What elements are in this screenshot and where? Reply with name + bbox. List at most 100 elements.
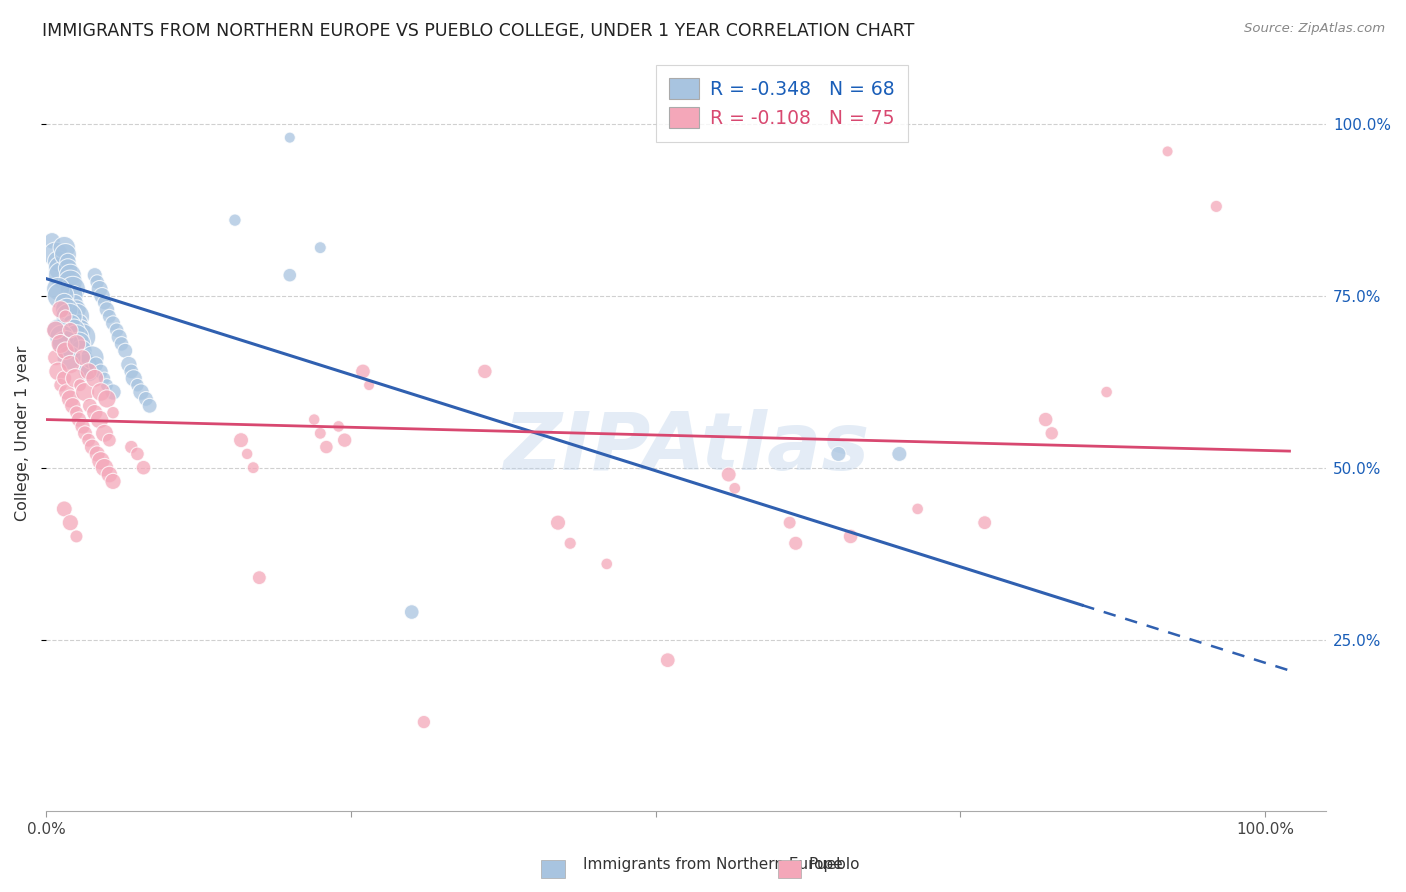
Point — [717, 467, 740, 482]
Point — [79, 399, 101, 413]
Point — [108, 330, 131, 344]
Point — [67, 316, 90, 330]
Point — [309, 241, 332, 255]
Point — [412, 714, 434, 729]
Point — [49, 261, 72, 276]
Point — [65, 529, 87, 543]
Point — [55, 247, 77, 261]
Point — [114, 343, 136, 358]
Point — [83, 406, 105, 420]
Point — [889, 447, 911, 461]
Point — [101, 475, 124, 489]
Point — [72, 419, 94, 434]
Point — [474, 364, 496, 378]
Point — [1035, 412, 1057, 426]
Point — [82, 351, 104, 365]
Point — [101, 316, 124, 330]
Point — [315, 440, 337, 454]
Point — [129, 385, 152, 400]
Point — [83, 268, 105, 282]
Point — [236, 447, 259, 461]
Point — [84, 358, 107, 372]
Point — [93, 426, 115, 441]
Point — [53, 502, 76, 516]
Point — [60, 316, 83, 330]
Point — [69, 323, 91, 337]
Point — [86, 447, 108, 461]
Point — [53, 371, 76, 385]
Point — [49, 378, 72, 392]
Point — [62, 289, 84, 303]
Text: Immigrants from Northern Europe: Immigrants from Northern Europe — [583, 857, 844, 872]
Point — [55, 302, 77, 317]
Point — [90, 364, 112, 378]
Point — [973, 516, 995, 530]
Point — [839, 529, 862, 543]
Point — [65, 371, 87, 385]
Point — [67, 337, 90, 351]
Point — [49, 337, 72, 351]
Point — [105, 323, 128, 337]
Point — [70, 343, 93, 358]
Point — [127, 378, 149, 392]
Point — [51, 268, 73, 282]
Point — [657, 653, 679, 667]
Point — [1156, 145, 1178, 159]
Point — [45, 247, 67, 261]
Point — [1095, 385, 1118, 400]
Point — [785, 536, 807, 550]
Text: Pueblo: Pueblo — [808, 857, 860, 872]
Point — [122, 371, 145, 385]
Point — [98, 310, 121, 324]
Point — [59, 392, 82, 406]
Point — [53, 241, 76, 255]
Point — [110, 337, 132, 351]
Text: IMMIGRANTS FROM NORTHERN EUROPE VS PUEBLO COLLEGE, UNDER 1 YEAR CORRELATION CHAR: IMMIGRANTS FROM NORTHERN EUROPE VS PUEBL… — [42, 22, 914, 40]
Point — [278, 130, 301, 145]
Point — [72, 330, 94, 344]
Point — [82, 440, 104, 454]
Point — [75, 358, 97, 372]
Point — [46, 364, 69, 378]
Point — [65, 310, 87, 324]
Point — [55, 385, 77, 400]
Point — [724, 481, 747, 495]
Point — [247, 571, 270, 585]
Point — [73, 426, 96, 441]
Point — [65, 330, 87, 344]
Point — [59, 268, 82, 282]
Point — [46, 323, 69, 337]
Point — [309, 426, 332, 441]
Point — [62, 282, 84, 296]
Point — [89, 412, 111, 426]
Point — [138, 399, 160, 413]
Point — [120, 440, 142, 454]
Text: Source: ZipAtlas.com: Source: ZipAtlas.com — [1244, 22, 1385, 36]
Point — [96, 392, 118, 406]
Point — [242, 460, 264, 475]
Point — [127, 447, 149, 461]
Point — [1205, 199, 1227, 213]
Point — [51, 330, 73, 344]
Point — [59, 516, 82, 530]
Point — [1040, 426, 1063, 441]
Point — [779, 516, 801, 530]
Point — [907, 502, 929, 516]
Point — [65, 295, 87, 310]
Point — [560, 536, 582, 550]
Point — [59, 275, 82, 289]
Point — [401, 605, 423, 619]
Point — [120, 364, 142, 378]
Point — [132, 460, 155, 475]
Point — [69, 378, 91, 392]
Point — [73, 385, 96, 400]
Point — [93, 460, 115, 475]
Point — [55, 343, 77, 358]
Point — [98, 433, 121, 447]
Point — [83, 371, 105, 385]
Point — [96, 302, 118, 317]
Point — [65, 337, 87, 351]
Point — [224, 213, 246, 227]
Point — [229, 433, 252, 447]
Point — [67, 412, 90, 426]
